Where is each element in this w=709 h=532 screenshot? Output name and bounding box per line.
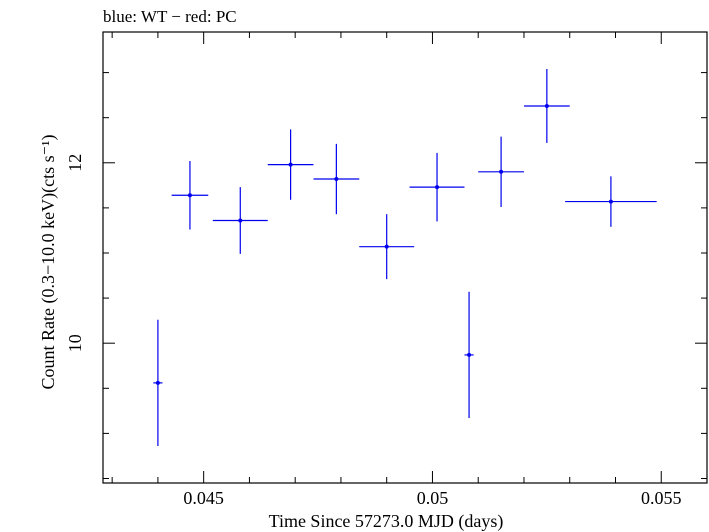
data-point: [523, 68, 570, 143]
data-point: [313, 143, 360, 215]
axes: 0.045 0.05 0.055 10 12: [65, 31, 708, 508]
point-marker: [435, 185, 440, 190]
data-point: [478, 136, 524, 207]
x-tick-label: 0.045: [183, 488, 224, 508]
data-point: [171, 160, 209, 230]
point-marker: [608, 199, 613, 204]
point-marker: [187, 193, 192, 198]
x-axis-ticks: [111, 32, 708, 483]
chart-title: blue: WT − red: PC: [103, 7, 237, 26]
data-point: [565, 176, 657, 227]
y-axis-label: Count Rate (0.3−10.0 keV)(cts s⁻¹): [38, 134, 59, 389]
y-tick-label: 10: [65, 334, 85, 352]
x-tick-label: 0.055: [641, 488, 682, 508]
point-marker: [544, 103, 549, 108]
point-marker: [499, 169, 504, 174]
x-axis-label: Time Since 57273.0 MJD (days): [269, 511, 504, 532]
y-tick-label: 12: [65, 154, 85, 172]
point-marker: [467, 352, 472, 357]
point-marker: [384, 244, 389, 249]
data-point: [464, 291, 474, 419]
y-axis-tick-labels: 10 12: [65, 154, 85, 352]
data-points: [153, 68, 657, 447]
x-axis-tick-labels: 0.045 0.05 0.055: [183, 488, 681, 508]
data-point: [212, 187, 268, 254]
point-marker: [334, 177, 339, 182]
data-point: [359, 214, 415, 280]
x-tick-label: 0.05: [417, 488, 449, 508]
plot-frame: [102, 31, 708, 484]
data-point: [267, 129, 314, 200]
data-point: [153, 319, 163, 447]
point-marker: [288, 162, 293, 167]
y-axis-ticks: [103, 72, 707, 479]
point-marker: [238, 218, 243, 223]
data-point: [409, 152, 465, 222]
point-marker: [155, 380, 160, 385]
